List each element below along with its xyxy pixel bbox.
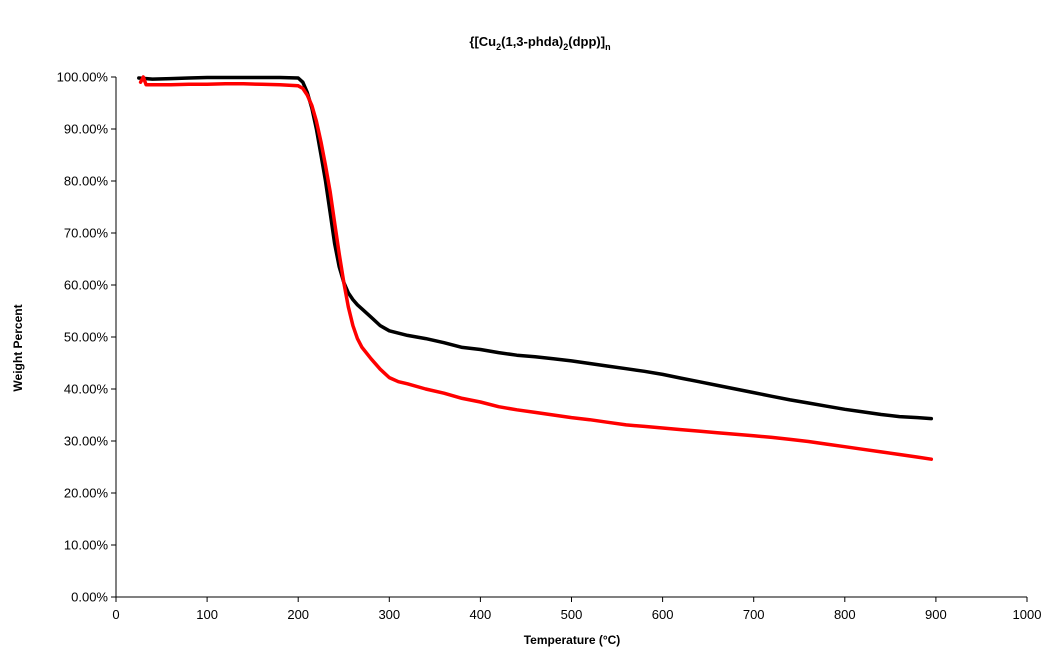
x-axis-ticks: 0 100 200 300 400 500 600 700 800 900 1000 (112, 597, 1041, 622)
series-line-red (138, 75, 934, 461)
y-axis-ticks: 0.00% 10.00% 20.00% 30.00% 40.00% 50.00% 60.00… (57, 70, 116, 605)
x-tick-label: 800 (834, 607, 856, 622)
y-tick-label: 10.00% (64, 538, 109, 553)
x-tick-label: 0 (112, 607, 119, 622)
x-tick-label: 600 (652, 607, 674, 622)
chart-title-sub1: 2 (496, 42, 501, 52)
y-tick-label: 70.00% (64, 226, 109, 241)
data-series (137, 75, 934, 461)
chart-title: {[Cu2(1,3-phda)2(dpp)]n (469, 34, 610, 52)
chart-title-sub2: 2 (563, 42, 568, 52)
y-tick-label: 30.00% (64, 434, 109, 449)
chart-title-sub3: n (605, 42, 611, 52)
y-tick-label: 50.00% (64, 330, 109, 345)
y-tick-label: 60.00% (64, 278, 109, 293)
y-axis-title: Weight Percent (11, 304, 25, 391)
y-tick-label: 0.00% (71, 590, 108, 605)
series-line-black (137, 75, 934, 421)
y-tick-label: 20.00% (64, 486, 109, 501)
chart-title-prefix: {[Cu (469, 34, 496, 49)
x-tick-label: 700 (743, 607, 765, 622)
x-tick-label: 1000 (1013, 607, 1042, 622)
y-tick-label: 80.00% (64, 174, 109, 189)
y-tick-label: 100.00% (57, 70, 109, 85)
y-tick-label: 90.00% (64, 122, 109, 137)
chart-title-suffix: (dpp)] (568, 34, 605, 49)
x-tick-label: 300 (378, 607, 400, 622)
axes (115, 77, 1027, 598)
x-tick-label: 400 (470, 607, 492, 622)
x-tick-label: 900 (925, 607, 947, 622)
chart-title-mid: (1,3-phda) (501, 34, 563, 49)
x-tick-label: 500 (561, 607, 583, 622)
y-tick-label: 40.00% (64, 382, 109, 397)
x-axis-title: Temperature (°C) (524, 633, 621, 647)
x-tick-label: 100 (196, 607, 218, 622)
x-tick-label: 200 (287, 607, 309, 622)
